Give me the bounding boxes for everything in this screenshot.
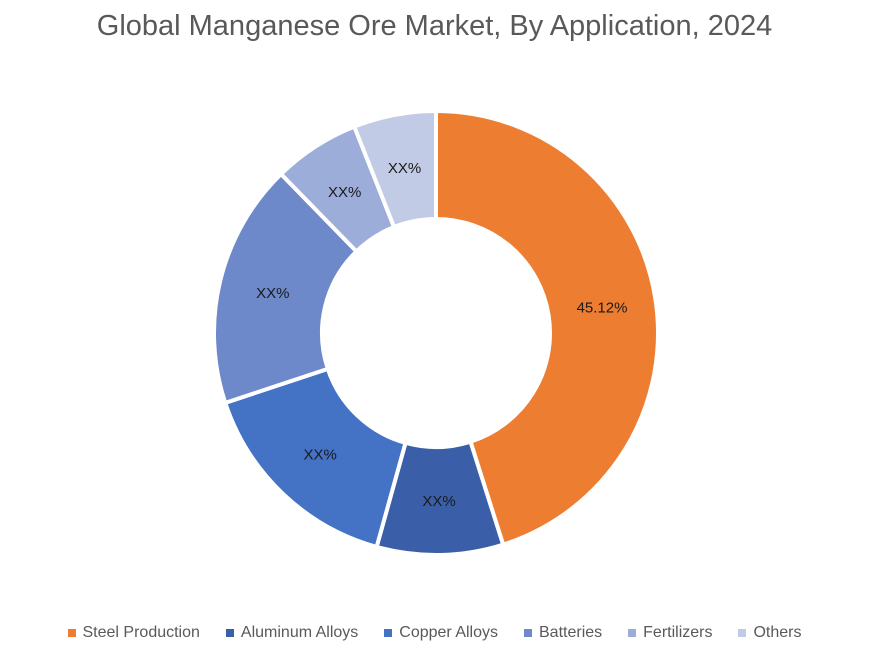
legend-label: Copper Alloys	[399, 624, 498, 641]
slice-label: XX%	[422, 493, 455, 510]
legend-swatch-icon	[67, 629, 76, 637]
donut-slice-others[interactable]	[351, 108, 438, 230]
legend: Steel Production Aluminum Alloys Copper …	[0, 624, 869, 642]
legend-item-steel-production[interactable]: Steel Production	[67, 624, 200, 642]
legend-item-aluminum-alloys[interactable]: Aluminum Alloys	[225, 624, 359, 642]
slice-label: 45.12%	[577, 299, 628, 316]
legend-label: Others	[753, 624, 802, 641]
legend-label: Steel Production	[82, 624, 200, 641]
legend-item-others[interactable]: Others	[738, 624, 802, 642]
legend-label: Aluminum Alloys	[240, 624, 359, 641]
legend-label: Fertilizers	[643, 624, 713, 641]
legend-swatch-icon	[738, 629, 747, 637]
slice-label: XX%	[388, 160, 421, 177]
slice-label: XX%	[328, 184, 361, 201]
legend-label: Batteries	[539, 624, 603, 641]
slice-label: XX%	[303, 447, 336, 464]
slice-label: XX%	[256, 285, 289, 302]
donut-slice-batteries[interactable]	[212, 171, 360, 406]
slice-labels: 45.12% XX% XX% XX% XX% XX%	[256, 160, 627, 510]
legend-swatch-icon	[225, 629, 234, 637]
legend-swatch-icon	[384, 629, 393, 637]
donut-slice-steel-production[interactable]	[434, 108, 660, 548]
donut-slice-copper-alloys[interactable]	[222, 366, 408, 550]
legend-item-fertilizers[interactable]: Fertilizers	[628, 624, 712, 642]
legend-item-copper-alloys[interactable]: Copper Alloys	[384, 624, 498, 642]
legend-swatch-icon	[524, 629, 532, 637]
donut-chart: 45.12% XX% XX% XX% XX% XX%	[212, 108, 660, 557]
chart-title: Global Manganese Ore Market, By Applicat…	[96, 10, 773, 42]
legend-swatch-icon	[628, 629, 637, 637]
legend-item-batteries[interactable]: Batteries	[524, 624, 602, 642]
donut-slices	[212, 108, 660, 557]
